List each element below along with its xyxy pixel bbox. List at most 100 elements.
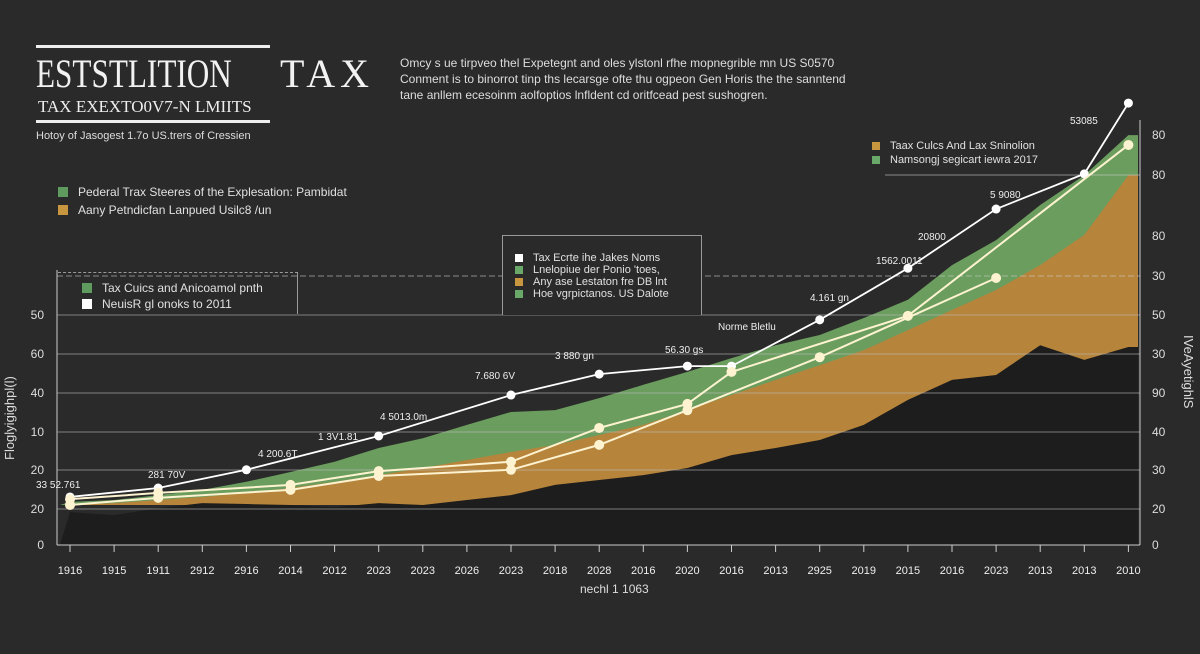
x-tick-label: 2013	[1028, 565, 1052, 577]
x-tick-label: 2023	[499, 565, 523, 577]
y-tick-right: 80	[1152, 168, 1166, 182]
y-tick-right: 30	[1152, 347, 1166, 361]
line-marker	[594, 369, 604, 379]
line-marker	[682, 361, 692, 371]
y-tick-left: 0	[37, 538, 44, 552]
y-tick-left: 20	[31, 463, 45, 477]
data-label: 3 880 gn	[555, 351, 594, 362]
x-tick-label: 1911	[146, 565, 170, 577]
data-label: 1 3V1.81	[318, 432, 359, 443]
legend-swatch-white	[82, 299, 92, 309]
x-tick-label: 2019	[852, 565, 876, 577]
description-line: Conment is to binorrot tinp ths lecarsge…	[400, 72, 846, 86]
line-marker	[65, 499, 75, 510]
line-marker	[285, 484, 296, 495]
x-tick-label: 2016	[631, 565, 655, 577]
line-marker	[374, 431, 384, 441]
y-tick-left: 40	[31, 386, 45, 400]
legend-label: Taax Culcs And Lax Sninolion	[890, 140, 1035, 152]
line-marker	[815, 315, 825, 325]
y-tick-right: 0	[1152, 538, 1159, 552]
legend-item: Taax Culcs And Lax Sninolion	[872, 140, 1038, 152]
legend-item: Any ase Lestaton fre DB lnt	[515, 276, 701, 288]
data-label: 7.680 6V	[475, 371, 516, 382]
data-label: 33 52.761	[36, 480, 81, 491]
line-marker	[241, 465, 251, 475]
chart-subtitle: TAX EXEXTO0V7-N LMIITS	[38, 97, 252, 116]
legend-label: Aany Petndicfan Lanpued Usilc8 /un	[78, 203, 272, 217]
x-tick-label: 2018	[543, 565, 567, 577]
x-tick-label: 2023	[366, 565, 390, 577]
y-tick-right: 80	[1152, 128, 1166, 142]
legend-item: NeuisR gl onoks to 2011	[82, 297, 297, 311]
line-marker	[506, 390, 516, 400]
legend-item: Hoe vgrpictanos. US Dalote	[515, 288, 701, 300]
x-tick-label: 2020	[675, 565, 699, 577]
x-tick-label: 1916	[58, 565, 82, 577]
line-marker	[991, 204, 1001, 214]
chart-title-tax: TAX	[280, 51, 375, 96]
line-marker	[594, 439, 605, 450]
legend-item: Tax Cuics and Anicoamol pnth	[82, 281, 297, 295]
line-marker	[506, 464, 516, 475]
legend-item: Tax Ecrte ihe Jakes Noms	[515, 252, 701, 264]
legend-item: Namsongj segicart iewra 2017	[872, 154, 1038, 166]
legend-swatch-orange	[58, 205, 68, 215]
data-label: 1562.0011	[876, 256, 923, 267]
data-label: 4 5013.0m	[380, 412, 428, 423]
line-marker	[373, 471, 384, 482]
line-marker	[682, 405, 693, 416]
line-marker	[991, 273, 1002, 283]
x-tick-label: 1915	[102, 565, 126, 577]
data-label: 4 200.6T	[258, 449, 298, 460]
chart-title: ESTSTLITION	[36, 51, 232, 96]
legend-label: NeuisR gl onoks to 2011	[102, 297, 232, 311]
x-tick-label: 2013	[1072, 565, 1096, 577]
y-tick-left: 20	[31, 502, 45, 516]
legend-label: Lnelopiue der Ponio 'toes,	[533, 264, 660, 276]
chart-description: Omcy s ue tirpveo thel Expetegnt and ole…	[400, 55, 846, 103]
x-tick-label: 2012	[322, 565, 346, 577]
legend-label: Pederal Trax Steeres of the Explesation:…	[78, 185, 347, 199]
y-axis-left-label: Floglyigighpl(l)	[2, 376, 17, 460]
legend-item: Aany Petndicfan Lanpued Usilc8 /un	[58, 203, 347, 217]
x-tick-label: 2015	[896, 565, 920, 577]
legend-center: Tax Ecrte ihe Jakes Noms Lnelopiue der P…	[502, 235, 702, 315]
x-tick-label: 2016	[940, 565, 964, 577]
data-label: 56.30 gs	[665, 345, 704, 356]
data-label: 4.161 gn	[810, 293, 849, 304]
x-tick-label: 2013	[763, 565, 787, 577]
y-axis-right-label: IVeAyetighlS	[1181, 335, 1196, 409]
legend-swatch-orange	[515, 278, 523, 286]
legend-label: Namsongj segicart iewra 2017	[890, 154, 1038, 166]
data-label: 281 70V	[148, 470, 186, 481]
y-tick-right: 80	[1152, 229, 1166, 243]
chart-caption: Hotoy of Jasogest 1.7o US.trers of Cress…	[36, 130, 251, 142]
line-marker	[726, 366, 737, 377]
data-label: 53085	[1070, 116, 1098, 127]
x-tick-label: 2028	[587, 565, 611, 577]
line-marker	[506, 456, 516, 467]
title-rule-bottom	[36, 120, 270, 123]
x-tick-label: 2016	[719, 565, 743, 577]
legend-swatch-green	[58, 187, 68, 197]
data-label: 20800	[918, 232, 946, 243]
y-tick-right: 30	[1152, 269, 1166, 283]
y-tick-right: 40	[1152, 425, 1166, 439]
x-tick-label: 2023	[411, 565, 435, 577]
y-tick-left: 10	[31, 425, 45, 439]
legend-item: Lnelopiue der Ponio 'toes,	[515, 264, 701, 276]
y-tick-right: 50	[1152, 308, 1166, 322]
y-tick-left: 50	[31, 308, 45, 322]
legend-label: Tax Cuics and Anicoamol pnth	[102, 281, 263, 295]
line-series-1	[69, 144, 1130, 501]
description-line: tane anllem ecesoinm aolfoptios lnfldent…	[400, 88, 768, 102]
x-tick-label: 2925	[807, 565, 831, 577]
legend-swatch-green	[82, 283, 92, 293]
legend-swatch-green	[515, 266, 523, 274]
legend-item: Pederal Trax Steeres of the Explesation:…	[58, 185, 347, 199]
data-label: 5 9080	[990, 190, 1021, 201]
y-tick-right: 30	[1152, 463, 1166, 477]
x-tick-label: 2010	[1116, 565, 1140, 577]
